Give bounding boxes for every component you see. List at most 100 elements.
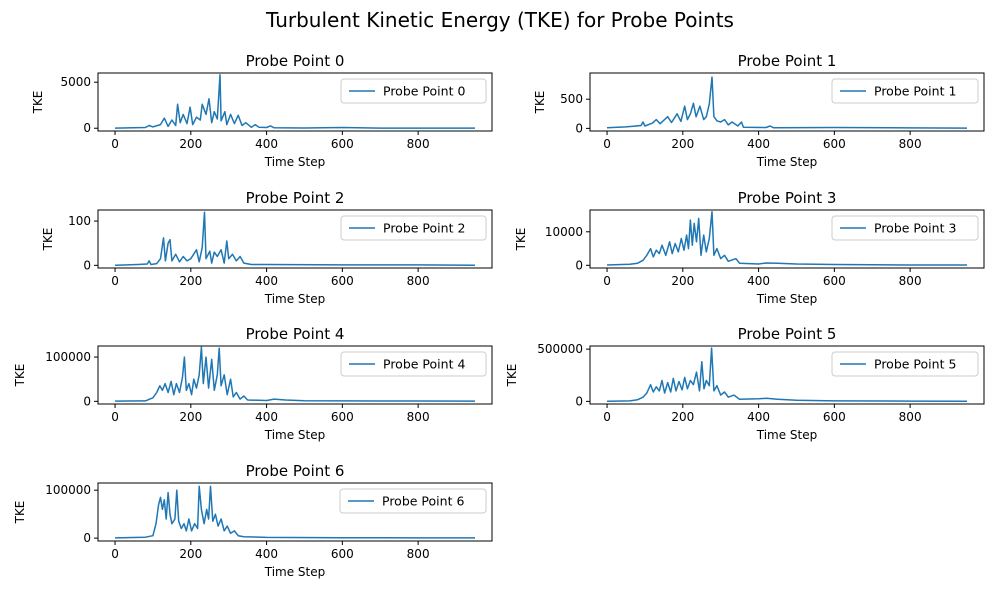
y-axis-label: TKE	[533, 91, 547, 115]
x-tick-label: 0	[111, 410, 119, 424]
subplot-title: Probe Point 0	[246, 52, 345, 70]
x-axis-label: Time Step	[264, 428, 326, 442]
x-tick-label: 400	[747, 410, 770, 424]
legend-label: Probe Point 0	[383, 84, 465, 99]
subplot-2: Probe Point 2 0 200 400 600 800 0 100 Time Step T…	[41, 189, 493, 306]
series-line-0	[114, 211, 476, 267]
x-tick-label: 800	[407, 137, 430, 151]
series-line-0	[114, 485, 475, 539]
x-tick-label: 800	[407, 547, 430, 561]
x-tick-label: 0	[111, 274, 119, 288]
x-tick-label: 800	[407, 274, 430, 288]
y-axis-label: TKE	[31, 91, 45, 115]
y-axis-label: TKE	[41, 228, 55, 252]
subplot-3: Probe Point 3 0 200 400 600 800 0 10000 Time Ste…	[514, 189, 985, 306]
x-tick-label: 400	[255, 547, 278, 561]
x-tick-label: 800	[899, 274, 922, 288]
legend: Probe Point 3	[831, 215, 979, 241]
y-tick-label: 100000	[45, 350, 91, 364]
subplot-5: Probe Point 5 0 200 400 600 800 0 500000 Time St…	[505, 325, 985, 442]
x-tick-label: 200	[671, 410, 694, 424]
legend-label: Probe Point 6	[382, 494, 464, 509]
subplot-title: Probe Point 1	[738, 52, 837, 70]
subplot-4: Probe Point 4 0 200 400 600 800 0 100000 Time St…	[13, 325, 493, 442]
y-tick-label: 0	[83, 531, 91, 545]
y-tick-label: 100	[68, 214, 91, 228]
x-tick-label: 800	[407, 410, 430, 424]
x-axis-label: Time Step	[264, 565, 326, 579]
x-tick-label: 400	[255, 410, 278, 424]
y-axis-label: TKE	[13, 364, 27, 388]
x-tick-label: 600	[331, 137, 354, 151]
x-tick-label: 0	[603, 274, 611, 288]
series-line-0	[114, 74, 475, 129]
legend: Probe Point 1	[831, 78, 979, 104]
x-tick-label: 800	[899, 137, 922, 151]
y-axis-label: TKE	[505, 364, 519, 388]
x-tick-label: 600	[331, 410, 354, 424]
legend-label: Probe Point 2	[383, 221, 465, 236]
axes-frame	[97, 345, 493, 405]
legend-label: Probe Point 5	[874, 357, 956, 372]
legend-box	[831, 215, 979, 241]
legend-label: Probe Point 1	[874, 84, 956, 99]
x-tick-label: 600	[331, 274, 354, 288]
y-tick-label: 5000	[60, 75, 91, 89]
axes-frame	[589, 345, 985, 405]
legend-box	[339, 488, 487, 514]
x-tick-label: 600	[823, 274, 846, 288]
y-tick-label: 0	[575, 121, 583, 135]
x-tick-label: 0	[111, 547, 119, 561]
x-tick-label: 600	[331, 547, 354, 561]
y-tick-label: 0	[575, 258, 583, 272]
axes-frame	[589, 209, 985, 269]
y-tick-label: 500	[560, 92, 583, 106]
legend-box	[340, 351, 487, 377]
x-axis-label: Time Step	[756, 292, 818, 306]
x-axis-label: Time Step	[756, 428, 818, 442]
subplot-title: Probe Point 5	[738, 325, 837, 343]
legend-box	[831, 351, 979, 377]
legend: Probe Point 6	[339, 488, 487, 514]
x-tick-label: 600	[823, 410, 846, 424]
subplot-0: Probe Point 0 0 200 400 600 800 0 5000 Time Step…	[31, 52, 493, 169]
x-tick-label: 400	[747, 137, 770, 151]
x-tick-label: 400	[255, 274, 278, 288]
axes-frame	[97, 209, 493, 269]
series-line-0	[606, 210, 967, 266]
series-line-0	[606, 347, 968, 402]
x-tick-label: 0	[603, 410, 611, 424]
x-axis-label: Time Step	[264, 292, 326, 306]
legend-box	[340, 215, 487, 241]
x-tick-label: 0	[111, 137, 119, 151]
legend: Probe Point 0	[340, 78, 487, 104]
subplot-title: Probe Point 4	[246, 325, 345, 343]
x-axis-label: Time Step	[264, 155, 326, 169]
x-tick-label: 600	[823, 137, 846, 151]
x-tick-label: 800	[899, 410, 922, 424]
series-line-0	[114, 346, 476, 402]
legend-label: Probe Point 3	[874, 221, 956, 236]
y-tick-label: 500000	[537, 342, 583, 356]
x-tick-label: 200	[671, 274, 694, 288]
legend-box	[340, 78, 487, 104]
subplot-1: Probe Point 1 0 200 400 600 800 0 500 Time Step T…	[533, 52, 985, 169]
x-axis-label: Time Step	[756, 155, 818, 169]
figure-title: Turbulent Kinetic Energy (TKE) for Probe…	[266, 8, 734, 32]
y-tick-label: 0	[83, 121, 91, 135]
x-tick-label: 200	[179, 137, 202, 151]
y-tick-label: 0	[83, 258, 91, 272]
axes-frame	[97, 482, 493, 542]
x-tick-label: 0	[603, 137, 611, 151]
y-tick-label: 100000	[45, 483, 91, 497]
subplot-title: Probe Point 3	[738, 189, 837, 207]
legend: Probe Point 2	[340, 215, 487, 241]
x-tick-label: 200	[179, 410, 202, 424]
y-tick-label: 0	[575, 394, 583, 408]
y-axis-label: TKE	[13, 501, 27, 525]
axes-frame	[589, 72, 985, 132]
axes-frame	[97, 72, 493, 132]
x-tick-label: 200	[179, 274, 202, 288]
series-line-0	[606, 76, 968, 129]
